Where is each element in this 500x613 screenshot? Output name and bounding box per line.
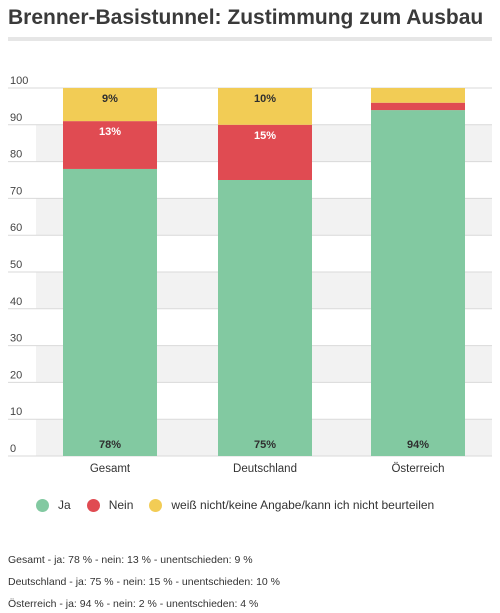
y-tick-label: 70 <box>10 185 22 197</box>
bar-segment <box>218 88 312 125</box>
chart-title: Brenner-Basistunnel: Zustimmung zum Ausb… <box>8 6 484 29</box>
y-tick-label: 30 <box>10 333 22 345</box>
bar-segment <box>371 88 465 103</box>
data-label: 75% <box>254 439 276 451</box>
bar-segment <box>218 180 312 456</box>
data-label: 78% <box>99 439 121 451</box>
legend-dot-ja <box>36 498 49 512</box>
legend-label-ja: Ja <box>58 498 71 512</box>
y-tick-label: 40 <box>10 296 22 308</box>
y-tick-label: 60 <box>10 222 22 234</box>
stacked-bar-chart: 0 10 20 30 40 50 60 70 80 90 100 78% 13% 9% Gesamt 75% 1… <box>8 75 492 475</box>
bar-segment <box>371 102 465 111</box>
legend-label-nein: Nein <box>108 498 134 512</box>
data-label: 94% <box>407 439 429 451</box>
x-category-label: Gesamt <box>90 463 131 475</box>
bar-segment <box>218 124 312 180</box>
y-tick-label: 0 <box>10 443 16 455</box>
bar-segment <box>371 110 465 456</box>
footnote-deutschland: Deutschland - ja: 75 % - nein: 15 % - un… <box>8 576 280 588</box>
y-tick-label: 100 <box>10 75 28 87</box>
footnote-gesamt: Gesamt - ja: 78 % - nein: 13 % - unentsc… <box>8 554 253 566</box>
data-label: 9% <box>102 93 118 105</box>
y-tick-label: 20 <box>10 369 22 381</box>
bar-segment <box>63 121 157 169</box>
data-label: 15% <box>254 130 276 142</box>
legend: Ja Nein weiß nicht/keine Angabe/kann ich… <box>36 498 450 512</box>
y-tick-label: 80 <box>10 149 22 161</box>
bar-segment <box>63 88 157 122</box>
legend-item-ja: Ja <box>36 498 71 512</box>
y-tick-label: 90 <box>10 112 22 124</box>
data-label: 10% <box>254 93 276 105</box>
legend-dot-unentschieden <box>149 498 163 512</box>
x-category-label: Österreich <box>391 463 444 475</box>
bar-segment <box>63 168 157 456</box>
data-label: 13% <box>99 126 121 138</box>
y-tick-label: 50 <box>10 259 22 271</box>
x-category-label: Deutschland <box>233 463 297 475</box>
title-divider <box>8 37 492 41</box>
legend-item-nein: Nein <box>86 498 134 512</box>
footnote-oesterreich: Österreich - ja: 94 % - nein: 2 % - unen… <box>8 598 259 610</box>
legend-item-unentschieden: weiß nicht/keine Angabe/kann ich nicht b… <box>149 498 434 512</box>
legend-dot-nein <box>86 498 100 512</box>
y-tick-label: 10 <box>10 406 22 418</box>
legend-label-unentschieden: weiß nicht/keine Angabe/kann ich nicht b… <box>171 498 435 512</box>
